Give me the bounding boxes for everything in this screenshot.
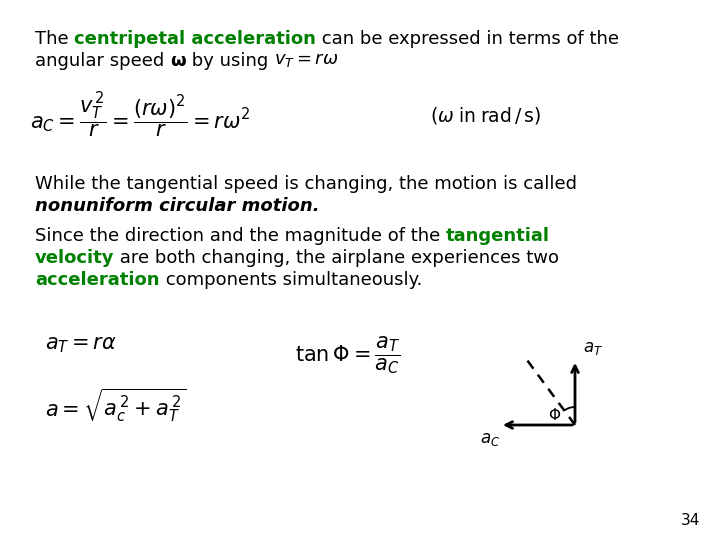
Text: components simultaneously.: components simultaneously. [160, 271, 422, 289]
Text: $v_T = r\omega$: $v_T = r\omega$ [274, 51, 338, 69]
Text: $a_C$: $a_C$ [480, 430, 500, 448]
Text: angular speed: angular speed [35, 52, 170, 70]
Text: velocity: velocity [35, 249, 114, 267]
Text: acceleration: acceleration [35, 271, 160, 289]
Text: $a_T = r\alpha$: $a_T = r\alpha$ [45, 335, 117, 355]
Text: are both changing, the airplane experiences two: are both changing, the airplane experien… [114, 249, 559, 267]
Text: by using: by using [186, 52, 274, 70]
Text: The: The [35, 30, 74, 48]
Text: nonuniform circular motion.: nonuniform circular motion. [35, 197, 320, 215]
Text: Since the direction and the magnitude of the: Since the direction and the magnitude of… [35, 227, 446, 245]
Text: $a_T$: $a_T$ [583, 339, 603, 357]
Text: 34: 34 [680, 513, 700, 528]
Text: $\tan\Phi = \dfrac{a_T}{a_C}$: $\tan\Phi = \dfrac{a_T}{a_C}$ [295, 334, 400, 376]
Text: While the tangential speed is changing, the motion is called: While the tangential speed is changing, … [35, 175, 577, 193]
Text: centripetal acceleration: centripetal acceleration [74, 30, 316, 48]
Text: tangential: tangential [446, 227, 550, 245]
Text: ω: ω [170, 52, 186, 70]
Text: $a = \sqrt{a_c^{\,2} + a_T^{\,2}}$: $a = \sqrt{a_c^{\,2} + a_T^{\,2}}$ [45, 386, 186, 424]
Text: $(\omega\;\mathrm{in\;rad\,/\,s})$: $(\omega\;\mathrm{in\;rad\,/\,s})$ [430, 105, 541, 125]
Text: $\Phi$: $\Phi$ [549, 407, 562, 423]
Text: $a_C = \dfrac{v_T^{\,2}}{r} = \dfrac{(r\omega)^2}{r} = r\omega^2$: $a_C = \dfrac{v_T^{\,2}}{r} = \dfrac{(r\… [30, 90, 251, 140]
Text: can be expressed in terms of the: can be expressed in terms of the [316, 30, 619, 48]
